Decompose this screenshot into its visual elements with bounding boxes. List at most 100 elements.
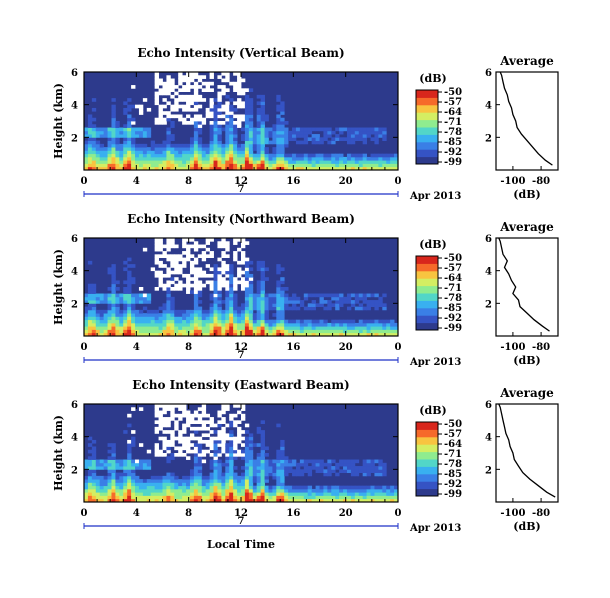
heatmap-cell: [186, 420, 191, 424]
heatmap-cell: [233, 420, 238, 424]
heatmap-cell: [225, 443, 230, 447]
heatmap-cell: [311, 300, 316, 304]
heatmap-cell: [115, 316, 120, 321]
heatmap-cell: [233, 326, 238, 330]
heatmap-cell: [292, 160, 297, 164]
heatmap-cell: [354, 134, 360, 138]
heatmap-cell: [107, 316, 112, 321]
heatmap-cell: [248, 446, 254, 451]
heatmap-cell: [272, 462, 277, 467]
heatmap-cell: [119, 485, 124, 490]
heatmap-cell: [111, 117, 116, 122]
heatmap-cell: [170, 498, 175, 503]
heatmap-cell: [182, 260, 187, 265]
heatmap-cell: [158, 143, 163, 148]
heatmap-cell: [131, 140, 136, 145]
heatmap-cell: [99, 459, 105, 464]
heatmap-cell: [158, 277, 163, 281]
heatmap-cell: [142, 462, 148, 467]
heatmap-cell: [256, 111, 262, 115]
heatmap-cell: [162, 251, 167, 255]
heatmap-cell: [225, 436, 230, 441]
heatmap-cell: [111, 264, 116, 268]
heatmap-cell: [323, 495, 328, 500]
heatmap-cell: [174, 101, 179, 106]
heatmap-cell: [319, 326, 324, 330]
heatmap-cell: [292, 296, 297, 301]
heatmap-cell: [182, 413, 187, 418]
heatmap-cell: [256, 466, 262, 470]
heatmap-cell: [186, 114, 191, 119]
colorbar-tick-label: -92: [444, 479, 462, 490]
heatmap-cell: [260, 492, 265, 496]
heatmap-cell: [233, 485, 238, 490]
heatmap-cell: [311, 303, 316, 307]
heatmap-cell: [221, 166, 226, 171]
heatmap-cell: [119, 313, 124, 317]
heatmap-cell: [115, 296, 120, 301]
heatmap-cell: [135, 127, 140, 132]
heatmap-cell: [186, 247, 191, 252]
heatmap-cell: [237, 449, 242, 454]
heatmap-cell: [241, 453, 246, 457]
heatmap-cell: [237, 163, 242, 168]
heatmap-cell: [225, 433, 230, 438]
heatmap-cell: [233, 446, 238, 451]
heatmap-cell: [378, 130, 383, 135]
heatmap-cell: [197, 449, 203, 454]
heatmap-cell: [111, 326, 116, 330]
heatmap-cell: [233, 453, 238, 457]
heatmap-cell: [166, 430, 171, 434]
heatmap-cell: [335, 466, 340, 470]
heatmap-cell: [150, 163, 156, 168]
heatmap-cell: [111, 107, 116, 112]
heatmap-cell: [131, 143, 136, 148]
heatmap-cell: [87, 492, 93, 496]
colorbar-tick-label: -64: [444, 107, 462, 118]
heatmap-cell: [119, 495, 124, 500]
heatmap-cell: [213, 485, 218, 490]
heatmap-cell: [115, 332, 120, 337]
heatmap-cell: [166, 283, 171, 288]
heatmap-cell: [197, 462, 203, 467]
heatmap-cell: [115, 319, 120, 324]
heatmap-cell: [233, 163, 238, 168]
heatmap-cell: [292, 495, 297, 500]
heatmap-cell: [170, 124, 175, 128]
heatmap-cell: [315, 163, 320, 168]
heatmap-cell: [154, 241, 159, 245]
heatmap-cell: [150, 326, 156, 330]
heatmap-cell: [292, 300, 297, 304]
heatmap-cell: [111, 273, 116, 278]
heatmap-cell: [382, 462, 387, 467]
heatmap-cell: [158, 166, 163, 171]
heatmap-cell: [319, 296, 324, 301]
heatmap-cell: [162, 332, 167, 337]
heatmap-cell: [272, 140, 277, 145]
heatmap-cell: [127, 492, 132, 496]
heatmap-cell: [197, 313, 203, 317]
heatmap-cell: [229, 313, 234, 317]
heatmap-cell: [84, 459, 89, 464]
heatmap-cell: [319, 459, 324, 464]
heatmap-cell: [174, 482, 179, 487]
heatmap-cell: [205, 485, 211, 490]
heatmap-cell: [241, 479, 246, 483]
heatmap-cell: [303, 495, 309, 500]
heatmap-cell: [170, 456, 175, 460]
heatmap-cell: [115, 121, 120, 125]
heatmap-cell: [284, 140, 289, 145]
heatmap-cell: [237, 75, 242, 79]
heatmap-cell: [166, 475, 171, 480]
heatmap-cell: [131, 134, 136, 138]
heatmap-cell: [205, 163, 211, 168]
heatmap-cell: [201, 482, 207, 487]
heatmap-cell: [111, 453, 116, 457]
heatmap-cell: [233, 309, 238, 314]
heatmap-cell: [178, 163, 183, 168]
heatmap-cell: [303, 134, 309, 138]
heatmap-cell: [303, 466, 309, 470]
heatmap-cell: [119, 130, 124, 135]
heatmap-cell: [358, 134, 364, 138]
heatmap-cell: [339, 166, 344, 171]
